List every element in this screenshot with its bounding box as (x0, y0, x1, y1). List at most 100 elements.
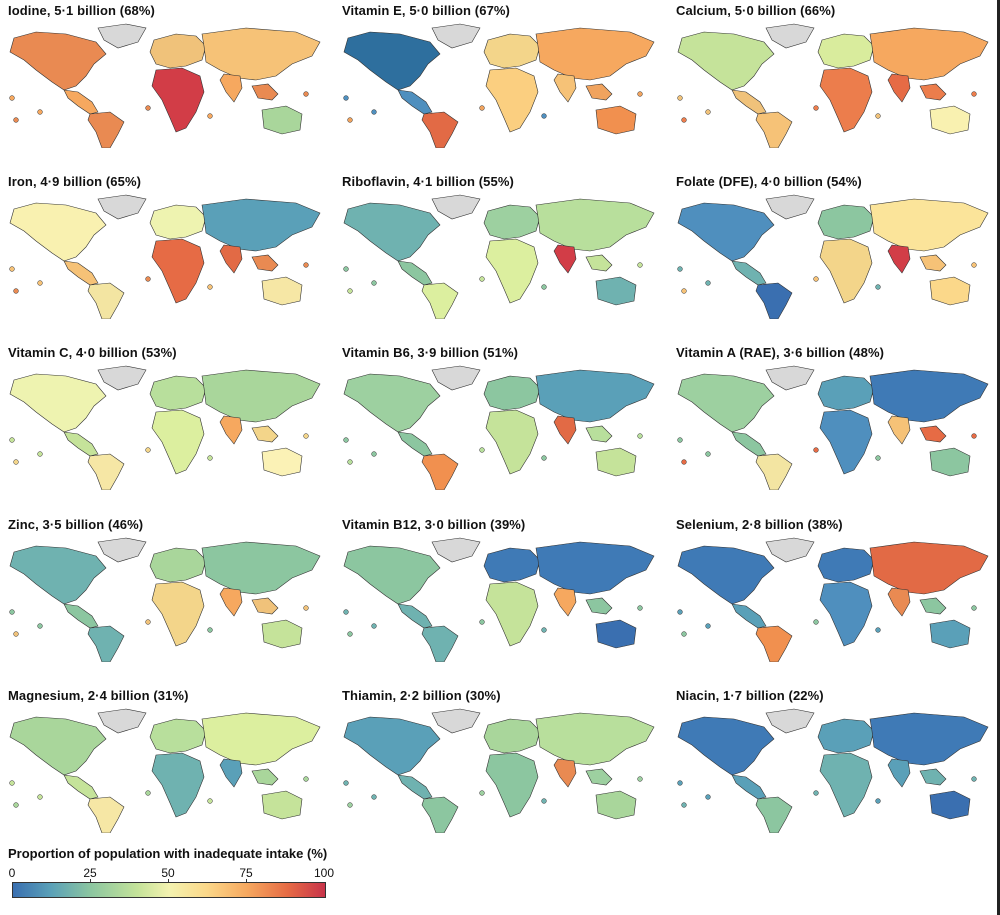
region-sa (421, 625, 459, 662)
island-dot (207, 284, 213, 290)
panel-title: Riboflavin, 4·1 billion (55%) (342, 174, 514, 189)
region-is (585, 83, 613, 101)
region-af (151, 67, 205, 133)
island-dot (541, 284, 547, 290)
region-au (261, 447, 303, 477)
region-gl (97, 365, 147, 391)
region-sa (421, 111, 459, 148)
region-na (9, 373, 107, 433)
island-dot (971, 433, 977, 439)
region-is (919, 83, 947, 101)
region-in (887, 587, 911, 617)
map-panel: Niacin, 1·7 billion (22%) (668, 685, 998, 853)
island-dot (347, 631, 353, 637)
island-dot (145, 447, 151, 453)
region-as (201, 27, 321, 81)
island-dot (343, 95, 349, 101)
panel-title: Folate (DFE), 4·0 billion (54%) (676, 174, 862, 189)
region-eu (483, 547, 541, 583)
region-ca (397, 89, 433, 115)
region-ca (397, 431, 433, 457)
island-dot (343, 780, 349, 786)
island-dot (681, 631, 687, 637)
island-dot (541, 627, 547, 633)
region-na (9, 202, 107, 262)
legend-tick-75: 75 (239, 866, 253, 880)
region-in (553, 758, 577, 788)
island-dot (677, 95, 683, 101)
island-dot (371, 794, 377, 800)
region-af (151, 409, 205, 475)
world-map (677, 537, 989, 662)
island-dot (207, 455, 213, 461)
island-dot (9, 95, 15, 101)
map-panel: Folate (DFE), 4·0 billion (54%) (668, 171, 998, 339)
island-dot (145, 276, 151, 282)
region-na (677, 202, 775, 262)
island-dot (37, 794, 43, 800)
region-in (219, 73, 243, 103)
region-sa (421, 453, 459, 490)
island-dot (541, 798, 547, 804)
region-sa (755, 796, 793, 833)
legend-tick-100: 100 (313, 866, 335, 880)
region-eu (817, 375, 875, 411)
island-dot (9, 780, 15, 786)
region-gl (97, 23, 147, 49)
region-sa (87, 796, 125, 833)
island-dot (347, 117, 353, 123)
map-panel: Calcium, 5·0 billion (66%) (668, 0, 998, 168)
region-eu (149, 718, 207, 754)
island-dot (677, 780, 683, 786)
region-in (887, 415, 911, 445)
region-ca (397, 603, 433, 629)
island-dot (371, 451, 377, 457)
island-dot (681, 288, 687, 294)
island-dot (479, 619, 485, 625)
world-map (677, 365, 989, 490)
region-sa (87, 453, 125, 490)
legend-tick-mark (90, 879, 91, 883)
region-eu (817, 718, 875, 754)
island-dot (13, 288, 19, 294)
region-au (595, 447, 637, 477)
panel-title: Vitamin C, 4·0 billion (53%) (8, 345, 177, 360)
region-is (251, 597, 279, 615)
island-dot (479, 105, 485, 111)
panel-title: Vitamin B6, 3·9 billion (51%) (342, 345, 519, 360)
region-in (553, 587, 577, 617)
region-is (919, 254, 947, 272)
region-gl (97, 708, 147, 734)
island-dot (875, 455, 881, 461)
island-dot (145, 790, 151, 796)
panel-title: Magnesium, 2·4 billion (31%) (8, 688, 189, 703)
panel-title: Thiamin, 2·2 billion (30%) (342, 688, 501, 703)
region-gl (431, 194, 481, 220)
island-dot (37, 280, 43, 286)
region-gl (431, 23, 481, 49)
region-is (585, 425, 613, 443)
region-af (819, 752, 873, 818)
region-au (929, 447, 971, 477)
region-as (869, 541, 989, 595)
panel-title: Calcium, 5·0 billion (66%) (676, 3, 836, 18)
region-as (201, 198, 321, 252)
world-map (9, 23, 321, 148)
region-au (261, 105, 303, 135)
region-eu (149, 204, 207, 240)
panel-title: Iodine, 5·1 billion (68%) (8, 3, 155, 18)
island-dot (677, 437, 683, 443)
region-as (535, 198, 655, 252)
region-na (343, 31, 441, 91)
region-in (553, 415, 577, 445)
region-af (485, 581, 539, 647)
region-af (151, 581, 205, 647)
region-is (585, 597, 613, 615)
panel-title: Niacin, 1·7 billion (22%) (676, 688, 824, 703)
island-dot (637, 605, 643, 611)
island-dot (347, 802, 353, 808)
island-dot (145, 105, 151, 111)
island-dot (813, 105, 819, 111)
island-dot (677, 266, 683, 272)
map-panel: Vitamin B12, 3·0 billion (39%) (334, 514, 664, 682)
